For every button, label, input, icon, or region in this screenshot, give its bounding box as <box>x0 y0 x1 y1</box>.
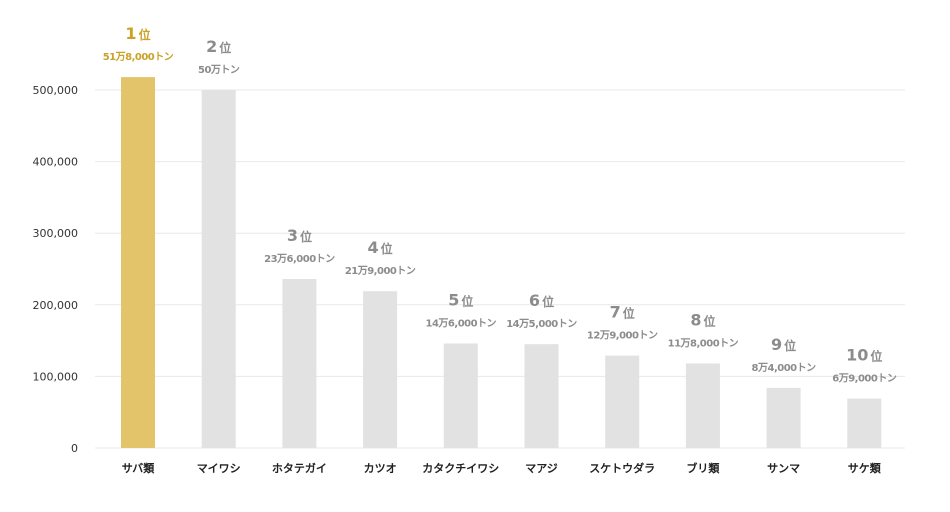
value-label: 21万9,000トン <box>345 265 416 277</box>
value-label: 11万8,000トン <box>668 338 739 350</box>
rank-label: 10 位 <box>846 346 882 365</box>
y-tick-label: 100,000 <box>33 370 79 383</box>
bar <box>121 77 155 448</box>
x-category-label: カツオ <box>364 462 397 475</box>
value-label: 23万6,000トン <box>264 253 335 265</box>
rank-suffix: 位 <box>300 229 312 244</box>
x-category-label: マアジ <box>525 462 558 475</box>
bar <box>282 279 317 448</box>
value-label: 50万トン <box>198 64 240 76</box>
y-tick-label: 500,000 <box>33 84 79 97</box>
x-category-label: ホタテガイ <box>272 461 327 475</box>
y-tick-label: 400,000 <box>33 156 79 169</box>
value-label: 8万4,000トン <box>752 362 817 374</box>
rank-number: 3 <box>287 226 298 245</box>
bar <box>524 344 559 448</box>
bar <box>766 387 801 448</box>
y-tick-label: 200,000 <box>33 299 79 312</box>
bar <box>847 398 882 448</box>
rank-suffix: 位 <box>784 338 796 353</box>
rank-suffix: 位 <box>870 349 882 364</box>
bar <box>201 90 236 448</box>
y-tick-label: 0 <box>71 442 78 455</box>
rank-number: 2 <box>206 37 217 56</box>
value-label: 14万6,000トン <box>426 317 497 329</box>
rank-suffix: 位 <box>542 294 554 309</box>
x-category-label: カタクチイワシ <box>422 462 499 475</box>
rank-number: 5 <box>448 290 459 309</box>
x-category-label: スケトウダラ <box>589 461 655 475</box>
x-category-label: サケ類 <box>848 461 882 475</box>
bar <box>443 343 478 448</box>
x-category-label: サンマ <box>767 462 800 475</box>
rank-suffix: 位 <box>461 293 473 308</box>
rank-number: 4 <box>368 238 379 257</box>
rank-number: 6 <box>529 291 540 310</box>
rank-number: 9 <box>771 335 782 354</box>
rank-suffix: 位 <box>623 306 635 321</box>
rank-number: 10 <box>846 346 868 365</box>
rank-suffix: 位 <box>703 314 715 329</box>
bar <box>363 291 398 448</box>
rank-suffix: 位 <box>219 40 231 55</box>
rank-number: 7 <box>610 303 621 322</box>
value-label: 14万5,000トン <box>506 318 577 330</box>
rank-number: 1 <box>125 24 136 43</box>
bar <box>685 363 720 448</box>
bar <box>605 355 640 448</box>
x-category-label: サバ類 <box>122 461 156 475</box>
rank-suffix: 位 <box>139 27 151 42</box>
value-label: 12万9,000トン <box>587 330 658 342</box>
rank-number: 8 <box>690 311 701 330</box>
value-label: 51万8,000トン <box>103 51 174 63</box>
rank-suffix: 位 <box>381 241 393 256</box>
x-category-label: マイワシ <box>197 462 241 475</box>
value-label: 6万9,000トン <box>832 373 897 385</box>
y-tick-label: 300,000 <box>33 227 79 240</box>
x-category-label: ブリ類 <box>686 461 720 475</box>
